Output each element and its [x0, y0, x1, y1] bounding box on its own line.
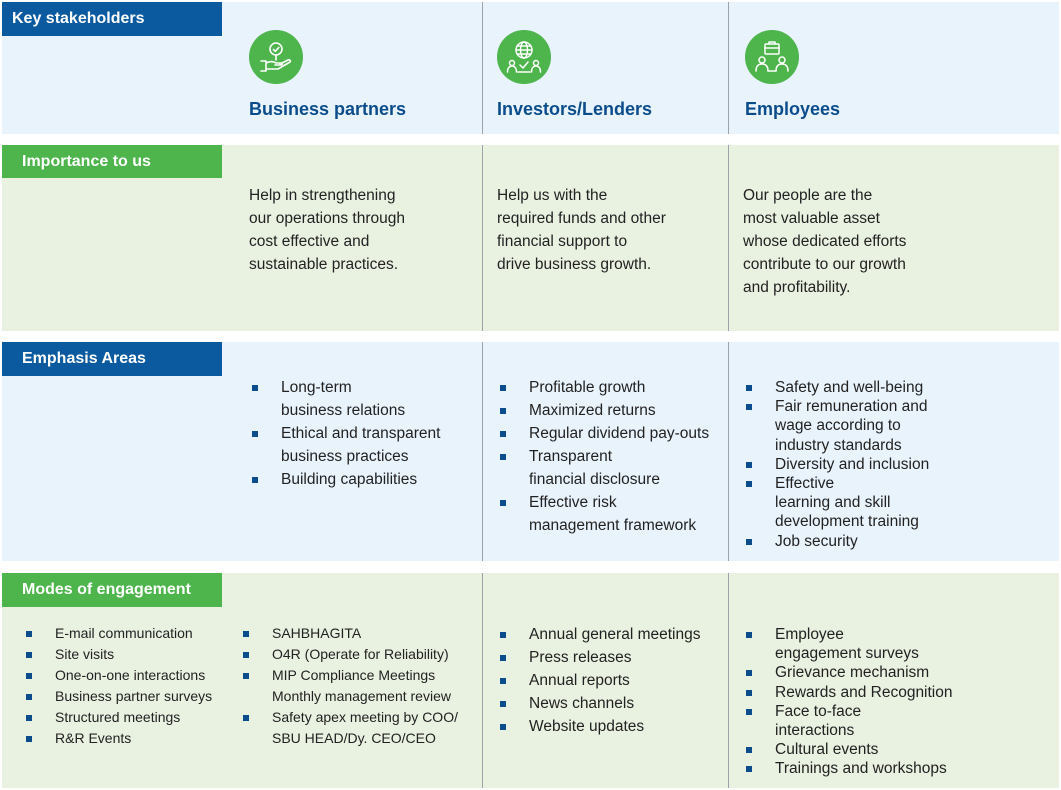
list-item: Profitable growth	[497, 376, 725, 399]
list-item: Rewards and Recognition	[743, 683, 1043, 702]
list-item: Trainings and workshops	[743, 759, 1043, 778]
importance-employees: Our people are the most valuable asset w…	[743, 187, 907, 296]
list-item: Job security	[743, 532, 1043, 551]
divider	[482, 342, 483, 561]
list-item: Grievance mechanism	[743, 663, 1043, 682]
divider	[728, 2, 729, 134]
list-item: MIP Compliance Meetings Monthly manageme…	[240, 665, 480, 707]
modes-list-investors: Annual general meetings Press releases A…	[497, 623, 725, 738]
divider	[728, 145, 729, 331]
list-item: SAHBHAGITA	[240, 623, 480, 644]
globe-people-icon	[497, 30, 551, 84]
list-item: Safety apex meeting by COO/ SBU HEAD/Dy.…	[240, 707, 480, 749]
list-item: Transparent financial disclosure	[497, 445, 725, 491]
list-item: Cultural events	[743, 740, 1043, 759]
stakeholder-title-employees: Employees	[745, 99, 841, 119]
list-item: R&R Events	[23, 728, 235, 749]
modes-list-business-partners-a: E-mail communication Site visits One-on-…	[23, 623, 235, 749]
list-item: Maximized returns	[497, 399, 725, 422]
list-item: Annual general meetings	[497, 623, 725, 646]
stakeholder-title-investors: Investors/Lenders	[497, 99, 653, 119]
modes-band	[2, 573, 1059, 788]
emphasis-list-employees: Safety and well-being Fair remuneration …	[743, 378, 1043, 551]
list-item: Site visits	[23, 644, 235, 665]
divider	[482, 2, 483, 134]
list-item: Website updates	[497, 715, 725, 738]
list-item: Diversity and inclusion	[743, 455, 1043, 474]
list-item: Effective learning and skill development…	[743, 474, 1043, 532]
list-item: Annual reports	[497, 669, 725, 692]
modes-list-employees: Employee engagement surveys Grievance me…	[743, 625, 1043, 779]
emphasis-band	[2, 342, 1059, 561]
emphasis-list-business-partners: Long-term business relations Ethical and…	[249, 376, 477, 491]
list-item: Business partner surveys	[23, 686, 235, 707]
list-item: Safety and well-being	[743, 378, 1043, 397]
list-item: Structured meetings	[23, 707, 235, 728]
modes-tag: Modes of engagement	[2, 573, 222, 607]
list-item: One-on-one interactions	[23, 665, 235, 686]
divider	[482, 145, 483, 331]
list-item: O4R (Operate for Reliability)	[240, 644, 480, 665]
list-item: Fair remuneration and wage according to …	[743, 397, 1043, 455]
list-item: Regular dividend pay-outs	[497, 422, 725, 445]
briefcase-people-icon	[745, 30, 799, 84]
list-item: News channels	[497, 692, 725, 715]
modes-list-business-partners-b: SAHBHAGITA O4R (Operate for Reliability)…	[240, 623, 480, 749]
divider	[482, 573, 483, 788]
list-item: E-mail communication	[23, 623, 235, 644]
emphasis-tag: Emphasis Areas	[2, 342, 222, 376]
key-stakeholders-tag: Key stakeholders	[2, 2, 222, 36]
handshake-hand-icon	[249, 30, 303, 84]
divider	[728, 342, 729, 561]
list-item: Face to-face interactions	[743, 702, 1043, 740]
stakeholder-title-business-partners: Business partners	[249, 99, 407, 119]
list-item: Employee engagement surveys	[743, 625, 1043, 663]
list-item: Effective risk management framework	[497, 491, 725, 537]
emphasis-list-investors: Profitable growth Maximized returns Regu…	[497, 376, 725, 537]
importance-tag: Importance to us	[2, 145, 222, 178]
list-item: Building capabilities	[249, 468, 477, 491]
list-item: Long-term business relations	[249, 376, 477, 422]
list-item: Press releases	[497, 646, 725, 669]
list-item: Ethical and transparent business practic…	[249, 422, 477, 468]
importance-investors: Help us with the required funds and othe…	[497, 187, 666, 273]
importance-business-partners: Help in strengthening our operations thr…	[249, 187, 405, 273]
divider	[728, 573, 729, 788]
